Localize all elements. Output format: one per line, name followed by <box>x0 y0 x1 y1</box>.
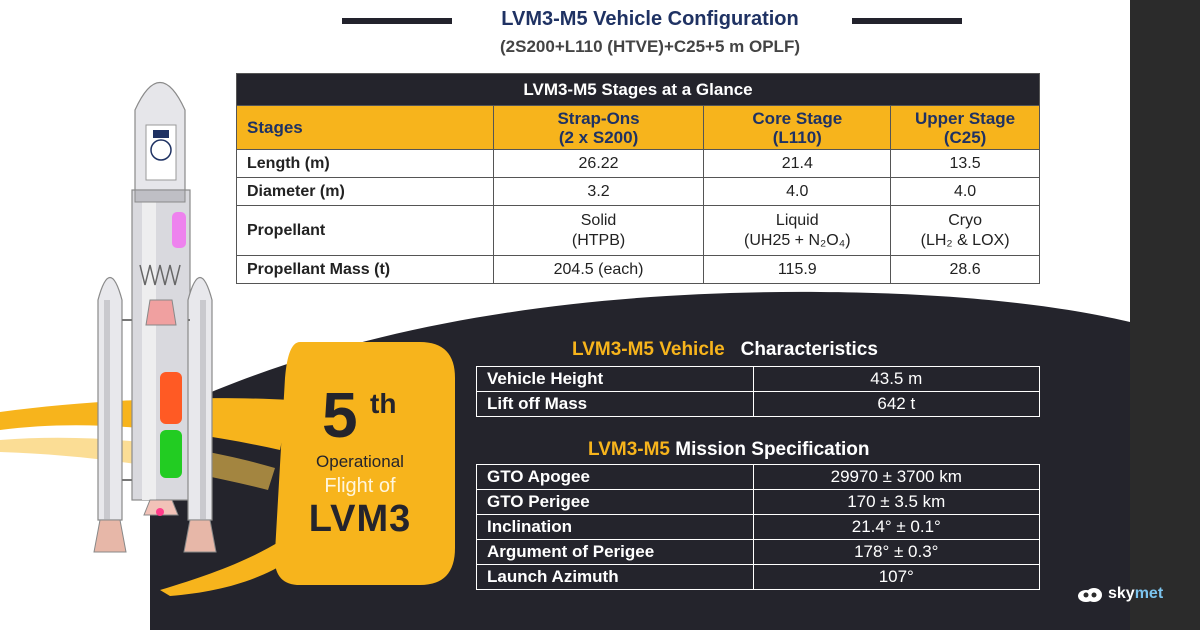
row-label: Lift off Mass <box>476 391 754 417</box>
characteristics-title: LVM3-M5 Vehicle Characteristics <box>572 339 878 361</box>
table-row: Launch Azimuth 107° <box>476 564 1041 590</box>
skymet-wordmark: skymet <box>1108 585 1163 603</box>
table-row: Propellant Mass (t) 204.5 (each) 115.9 2… <box>236 255 1040 284</box>
row-label: GTO Perigee <box>476 489 754 515</box>
stages-table: LVM3-M5 Stages at a Glance Stages Strap-… <box>236 73 1040 284</box>
table-row: Length (m) 26.22 21.4 13.5 <box>236 149 1040 178</box>
infographic-slide: LVM3-M5 Vehicle Configuration (2S200+L11… <box>0 0 1130 630</box>
row-label: Length (m) <box>236 149 494 178</box>
cell-sub: (UH25 + N₂O₄) <box>744 231 851 249</box>
row-value: 642 t <box>752 391 1041 417</box>
table-row: Propellant Solid (HTPB) Liquid (UH25 + N₂O… <box>236 205 1040 256</box>
row-label: Vehicle Height <box>476 366 754 392</box>
title-bar-left <box>342 18 452 24</box>
brand-sky: sky <box>1108 585 1135 602</box>
viewer-side-panel <box>1130 0 1200 630</box>
table-row: GTO Perigee 170 ± 3.5 km <box>476 489 1041 515</box>
page-subtitle: (2S200+L110 (HTVE)+C25+5 m OPLF) <box>500 37 800 56</box>
table-cell: Cryo (LH₂ & LOX) <box>890 205 1040 256</box>
table-cell: 13.5 <box>890 149 1040 178</box>
stages-table-header: Stages Strap-Ons (2 x S200) Core Stage (L1… <box>236 105 1040 150</box>
mission-title: LVM3-M5 Mission Specification <box>588 439 870 461</box>
col-header-sub: (2 x S200) <box>558 127 639 147</box>
title-bar-right <box>852 18 962 24</box>
table-row: Lift off Mass 642 t <box>476 391 1041 417</box>
table-cell: Solid (HTPB) <box>492 205 705 256</box>
badge-lvm3: LVM3 <box>308 498 412 540</box>
table-cell: Liquid (UH25 + N₂O₄) <box>703 205 892 256</box>
characteristics-title-rest: Characteristics <box>740 339 878 360</box>
row-value: 178° ± 0.3° <box>752 539 1041 565</box>
col-header-label: Strap-Ons <box>557 108 640 128</box>
badge-number: 5 <box>322 379 358 451</box>
row-label: Argument of Perigee <box>476 539 754 565</box>
table-cell: 115.9 <box>703 255 892 284</box>
row-label: GTO Apogee <box>476 464 754 490</box>
mission-title-rest: Mission Specification <box>675 439 870 460</box>
badge-shape <box>274 342 455 585</box>
characteristics-title-accent: LVM3-M5 Vehicle <box>572 339 725 360</box>
col-header: Strap-Ons (2 x S200) <box>492 105 705 150</box>
row-value: 107° <box>752 564 1041 590</box>
mission-title-accent: LVM3-M5 <box>588 439 670 460</box>
mission-table: GTO Apogee 29970 ± 3700 km GTO Perigee 1… <box>476 464 1041 590</box>
table-row: Vehicle Height 43.5 m <box>476 366 1041 392</box>
row-label: Inclination <box>476 514 754 540</box>
table-cell: 204.5 (each) <box>492 255 705 284</box>
row-value: 170 ± 3.5 km <box>752 489 1041 515</box>
badge-suffix: th <box>370 388 397 419</box>
rocket-illustration <box>93 81 217 553</box>
table-cell: 28.6 <box>890 255 1040 284</box>
skymet-watermark: skymet <box>1076 584 1163 604</box>
cell-main: Liquid <box>775 211 819 229</box>
row-label: Launch Azimuth <box>476 564 754 590</box>
row-value: 29970 ± 3700 km <box>752 464 1041 490</box>
cell-sub: (HTPB) <box>571 231 626 249</box>
table-cell: 4.0 <box>703 177 892 206</box>
stages-table-caption: LVM3-M5 Stages at a Glance <box>236 73 1040 106</box>
page-title: LVM3-M5 Vehicle Configuration <box>501 8 799 30</box>
col-header-sub: (C25) <box>943 127 987 147</box>
row-value: 21.4° ± 0.1° <box>752 514 1041 540</box>
badge-flight-of: Flight of <box>324 475 396 497</box>
table-row: Argument of Perigee 178° ± 0.3° <box>476 539 1041 565</box>
col-header: Stages <box>236 105 494 150</box>
cell-main: Solid <box>580 211 617 229</box>
cloud-logo-icon <box>1078 588 1102 602</box>
table-cell: 26.22 <box>492 149 705 178</box>
table-cell: 4.0 <box>890 177 1040 206</box>
table-row: Inclination 21.4° ± 0.1° <box>476 514 1041 540</box>
col-header-label: Upper Stage <box>915 108 1016 128</box>
table-cell: 3.2 <box>492 177 705 206</box>
table-row: Diameter (m) 3.2 4.0 4.0 <box>236 177 1040 206</box>
badge-tail <box>160 540 290 596</box>
cell-sub: (LH₂ & LOX) <box>920 231 1010 249</box>
col-header: Upper Stage (C25) <box>890 105 1040 150</box>
row-label: Diameter (m) <box>236 177 494 206</box>
table-cell: 21.4 <box>703 149 892 178</box>
cell-main: Cryo <box>948 211 982 229</box>
brand-met: met <box>1134 585 1164 602</box>
row-value: 43.5 m <box>752 366 1041 392</box>
table-row: GTO Apogee 29970 ± 3700 km <box>476 464 1041 490</box>
col-header-sub: (L110) <box>772 127 822 147</box>
col-header-label: Core Stage <box>752 108 843 128</box>
col-header: Core Stage (L110) <box>703 105 892 150</box>
characteristics-table: Vehicle Height 43.5 m Lift off Mass 642 … <box>476 366 1041 417</box>
row-label: Propellant <box>236 205 494 256</box>
row-label: Propellant Mass (t) <box>236 255 494 284</box>
badge-operational: Operational <box>316 452 404 471</box>
